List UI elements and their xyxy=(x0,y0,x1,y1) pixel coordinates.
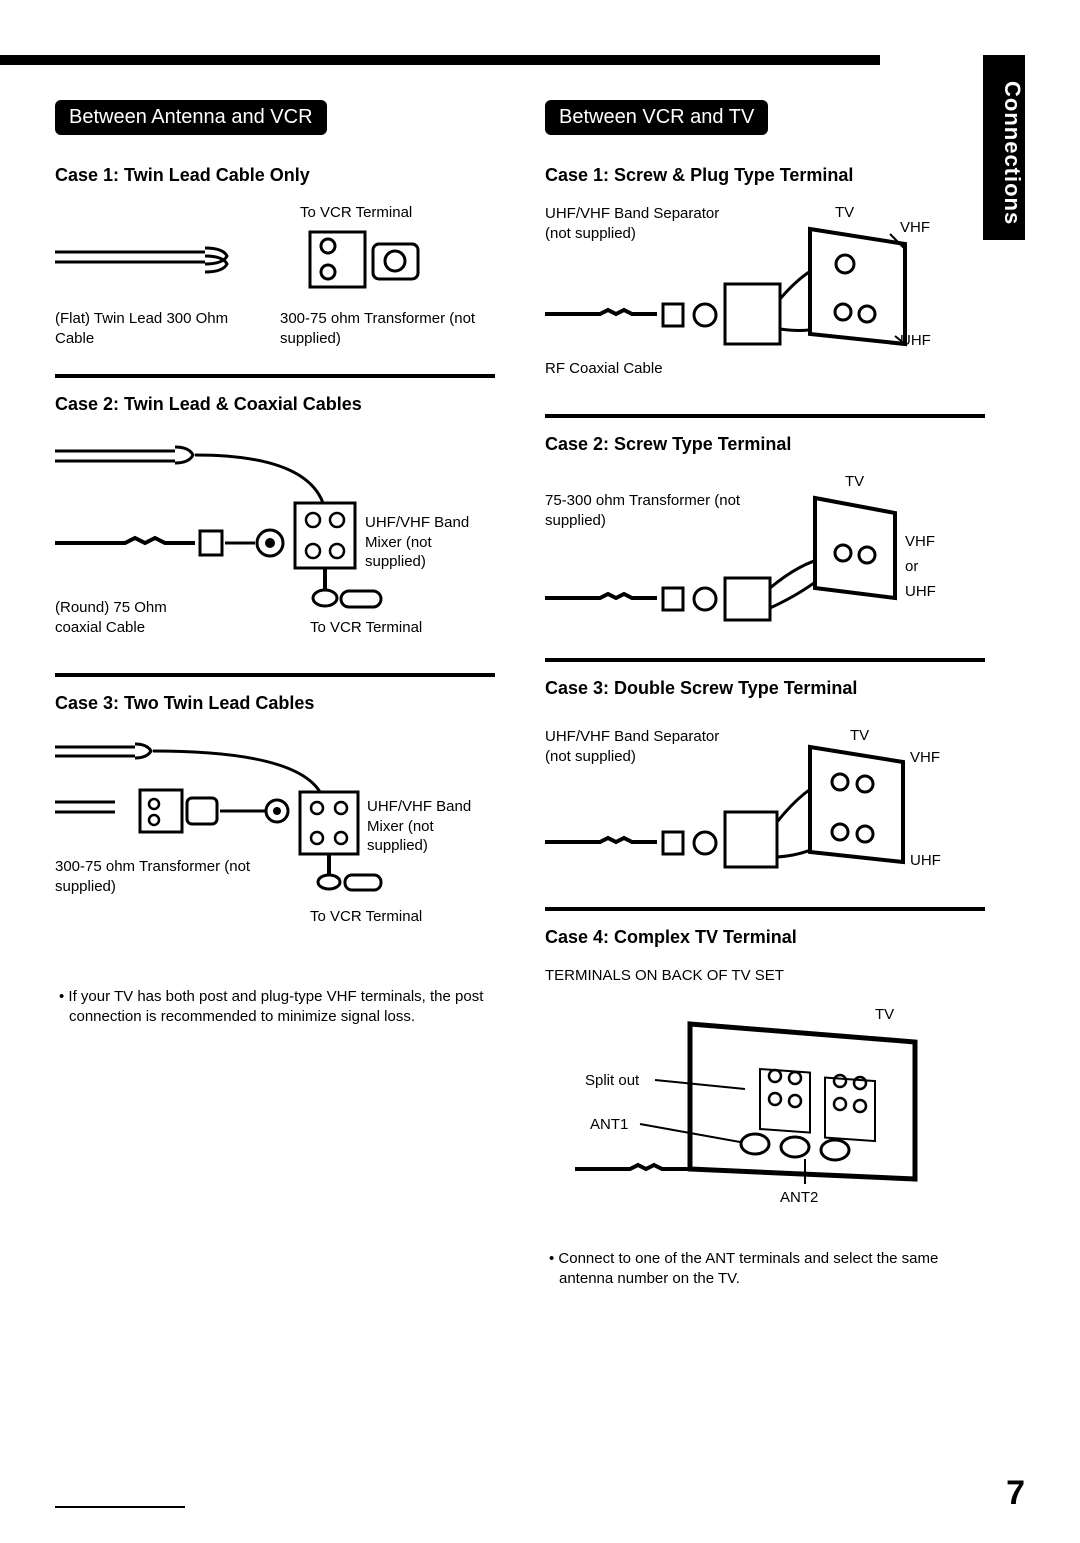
label-to-vcr2: To VCR Terminal xyxy=(310,618,422,638)
label-tv3: TV xyxy=(850,727,869,746)
divider xyxy=(545,658,985,662)
label-or: or xyxy=(905,558,918,577)
divider xyxy=(545,414,985,418)
right-case2: Case 2: Screw Type Terminal TV 75-300 oh… xyxy=(545,434,985,638)
left-section-header: Between Antenna and VCR xyxy=(55,100,327,135)
content-columns: Between Antenna and VCR Case 1: Twin Lea… xyxy=(55,100,1025,1289)
right-case4-title: Case 4: Complex TV Terminal xyxy=(545,927,985,948)
divider xyxy=(545,907,985,911)
footer-line xyxy=(55,1506,185,1508)
right-case3-diagram: UHF/VHF Band Separator (not supplied) TV… xyxy=(545,717,985,887)
label-separator: UHF/VHF Band Separator (not supplied) xyxy=(545,204,745,243)
label-mixer3: UHF/VHF Band Mixer (not supplied) xyxy=(367,797,487,856)
section-tab-connections: Connections xyxy=(983,55,1025,240)
label-transformer: 300-75 ohm Transformer (not supplied) xyxy=(280,309,490,348)
label-transformer-r2: 75-300 ohm Transformer (not supplied) xyxy=(545,491,745,530)
label-flat-cable: (Flat) Twin Lead 300 Ohm Cable xyxy=(55,309,255,348)
label-round-cable: (Round) 75 Ohm coaxial Cable xyxy=(55,598,205,637)
right-case4: Case 4: Complex TV Terminal TERMINALS ON… xyxy=(545,927,985,1214)
right-column: Between VCR and TV Case 1: Screw & Plug … xyxy=(545,100,1025,1289)
label-rf-cable: RF Coaxial Cable xyxy=(545,359,663,379)
label-mixer: UHF/VHF Band Mixer (not supplied) xyxy=(365,513,485,572)
right-case3-title: Case 3: Double Screw Type Terminal xyxy=(545,678,985,699)
label-vhf2: VHF xyxy=(905,533,935,552)
label-vhf: VHF xyxy=(900,219,930,238)
label-tv4: TV xyxy=(875,1006,894,1025)
label-tv2: TV xyxy=(845,473,864,492)
label-split-out: Split out xyxy=(585,1072,639,1091)
label-ant2: ANT2 xyxy=(780,1189,818,1208)
complex-tv-diagram-icon xyxy=(545,994,965,1214)
page-number: 7 xyxy=(1006,1474,1025,1513)
label-to-vcr3: To VCR Terminal xyxy=(310,907,422,927)
label-vhf3: VHF xyxy=(910,749,940,768)
left-case1: Case 1: Twin Lead Cable Only To VCR Term… xyxy=(55,165,495,354)
right-case1-diagram: UHF/VHF Band Separator (not supplied) TV… xyxy=(545,204,985,394)
right-case3: Case 3: Double Screw Type Terminal UHF/V… xyxy=(545,678,985,887)
left-column: Between Antenna and VCR Case 1: Twin Lea… xyxy=(55,100,495,1289)
label-tv: TV xyxy=(835,204,854,223)
right-case2-title: Case 2: Screw Type Terminal xyxy=(545,434,985,455)
left-note: • If your TV has both post and plug-type… xyxy=(55,987,495,1028)
divider xyxy=(55,374,495,378)
left-case2: Case 2: Twin Lead & Coaxial Cables xyxy=(55,394,495,653)
label-transformer3: 300-75 ohm Transformer (not supplied) xyxy=(55,857,275,896)
left-case3: Case 3: Two Twin Lead Cables xyxy=(55,693,495,952)
right-section-header: Between VCR and TV xyxy=(545,100,768,135)
label-ant1: ANT1 xyxy=(590,1116,628,1135)
right-case1-title: Case 1: Screw & Plug Type Terminal xyxy=(545,165,985,186)
right-case1: Case 1: Screw & Plug Type Terminal UHF/V… xyxy=(545,165,985,394)
left-case2-diagram: UHF/VHF Band Mixer (not supplied) (Round… xyxy=(55,433,495,653)
right-case4-subtitle: TERMINALS ON BACK OF TV SET xyxy=(545,966,985,986)
label-separator3: UHF/VHF Band Separator (not supplied) xyxy=(545,727,745,766)
right-case4-diagram: TV Split out ANT1 ANT2 xyxy=(545,994,985,1214)
right-case2-diagram: TV 75-300 ohm Transformer (not supplied)… xyxy=(545,473,985,638)
label-to-vcr: To VCR Terminal xyxy=(300,204,412,223)
left-case1-diagram: To VCR Terminal (Flat) Twin Lead 300 Ohm… xyxy=(55,204,495,354)
left-case3-title: Case 3: Two Twin Lead Cables xyxy=(55,693,495,714)
left-case1-title: Case 1: Twin Lead Cable Only xyxy=(55,165,495,186)
label-uhf2: UHF xyxy=(905,583,936,602)
label-uhf: UHF xyxy=(900,332,931,351)
top-bar xyxy=(0,55,880,65)
right-note: • Connect to one of the ANT terminals an… xyxy=(545,1249,985,1290)
divider xyxy=(55,673,495,677)
label-uhf3: UHF xyxy=(910,852,941,871)
left-case2-title: Case 2: Twin Lead & Coaxial Cables xyxy=(55,394,495,415)
left-case3-diagram: UHF/VHF Band Mixer (not supplied) 300-75… xyxy=(55,732,495,952)
